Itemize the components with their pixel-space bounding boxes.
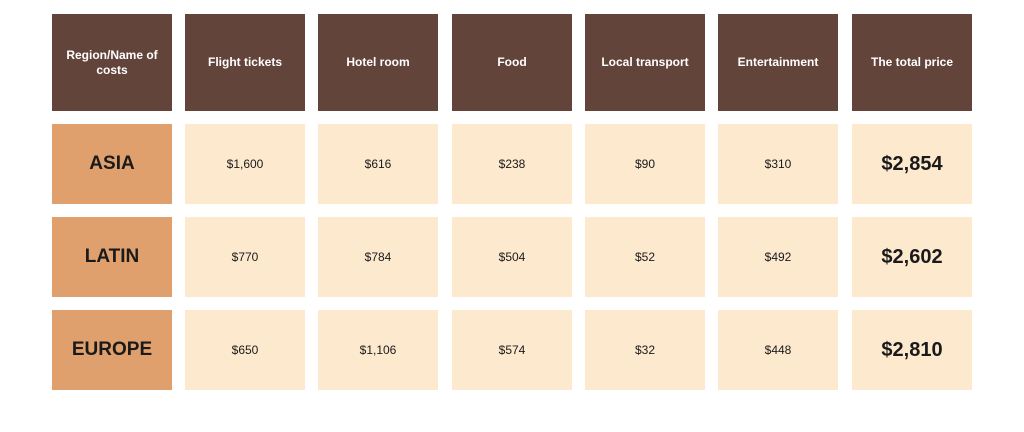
region-cell: LATIN (52, 217, 172, 297)
cost-cell: $448 (718, 310, 838, 390)
cost-cell: $1,106 (318, 310, 438, 390)
total-cell: $2,810 (852, 310, 972, 390)
cost-cell: $32 (585, 310, 705, 390)
cost-cell: $238 (452, 124, 572, 204)
total-cell: $2,602 (852, 217, 972, 297)
header-cell: Entertainment (718, 14, 838, 111)
cost-cell: $52 (585, 217, 705, 297)
cost-cell: $1,600 (185, 124, 305, 204)
cost-cell: $310 (718, 124, 838, 204)
cost-cell: $504 (452, 217, 572, 297)
header-cell: Local transport (585, 14, 705, 111)
region-cell: EUROPE (52, 310, 172, 390)
header-cell: Region/Name of costs (52, 14, 172, 111)
cost-cell: $650 (185, 310, 305, 390)
total-cell: $2,854 (852, 124, 972, 204)
cost-cell: $616 (318, 124, 438, 204)
cost-cell: $90 (585, 124, 705, 204)
header-cell: Flight tickets (185, 14, 305, 111)
header-cell: Hotel room (318, 14, 438, 111)
cost-cell: $574 (452, 310, 572, 390)
header-cell: The total price (852, 14, 972, 111)
cost-cell: $770 (185, 217, 305, 297)
header-cell: Food (452, 14, 572, 111)
cost-cell: $784 (318, 217, 438, 297)
cost-cell: $492 (718, 217, 838, 297)
region-cell: ASIA (52, 124, 172, 204)
